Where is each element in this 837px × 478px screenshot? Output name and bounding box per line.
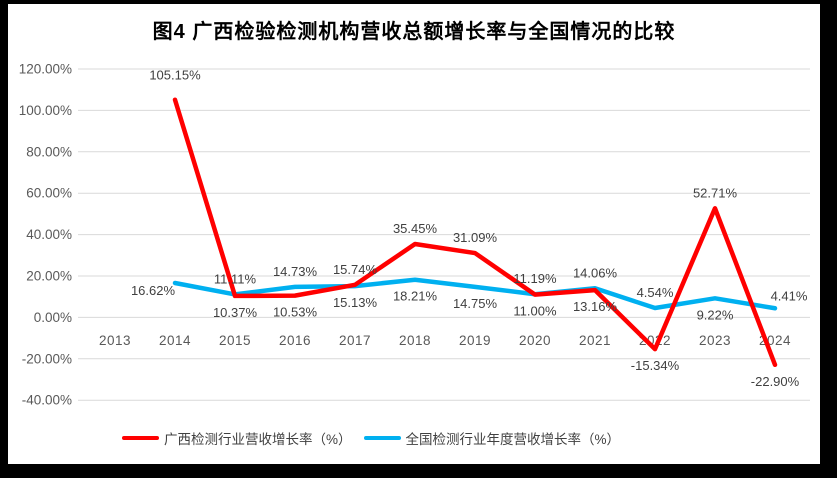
legend: 广西检测行业营收增长率（%） 全国检测行业年度营收增长率（%） xyxy=(122,428,620,448)
data-label: -22.90% xyxy=(751,374,800,389)
data-label: 13.16% xyxy=(573,299,618,314)
legend-label-national: 全国检测行业年度营收增长率（%） xyxy=(405,432,621,447)
legend-swatch-national xyxy=(363,435,401,441)
x-axis-tick-label: 2013 xyxy=(99,333,131,348)
series-line xyxy=(172,97,778,368)
y-axis-tick-label: -20.00% xyxy=(22,351,72,366)
data-label: 15.13% xyxy=(333,295,378,310)
data-label: 9.22% xyxy=(697,307,734,322)
data-label: 11.00% xyxy=(513,304,557,319)
data-label: 11.19% xyxy=(513,271,557,286)
x-axis-tick-label: 2023 xyxy=(699,333,731,348)
y-axis-tick-label: -40.00% xyxy=(22,393,72,408)
data-label: 31.09% xyxy=(453,230,498,245)
x-axis-tick-label: 2017 xyxy=(339,333,371,348)
data-label: 15.74% xyxy=(333,262,378,277)
y-axis-tick-label: 80.00% xyxy=(26,144,72,159)
data-label: 14.73% xyxy=(273,264,318,279)
data-label: -15.34% xyxy=(631,358,680,373)
data-label: 16.62% xyxy=(131,283,176,298)
chart-title: 图4 广西检验检测机构营收总额增长率与全国情况的比较 xyxy=(152,21,676,43)
x-axis-tick-label: 2018 xyxy=(399,333,431,348)
y-axis-tick-label: 100.00% xyxy=(19,103,72,118)
y-axis-tick-label: 40.00% xyxy=(26,227,72,242)
legend-label-guangxi: 广西检测行业营收增长率（%） xyxy=(164,432,352,447)
x-axis-tick-label: 2015 xyxy=(219,333,251,348)
data-label: 4.41% xyxy=(771,288,808,303)
data-label: 11.11% xyxy=(214,271,257,286)
data-label: 4.54% xyxy=(637,285,674,300)
y-axis-tick-label: 120.00% xyxy=(19,62,72,77)
legend-item-guangxi: 广西检测行业营收增长率（%） xyxy=(122,428,352,448)
y-axis-tick-label: 20.00% xyxy=(26,269,72,284)
data-label: 14.75% xyxy=(453,296,498,311)
data-label: 52.71% xyxy=(693,185,738,200)
data-label: 105.15% xyxy=(149,68,201,83)
x-axis-tick-label: 2016 xyxy=(279,333,311,348)
data-label: 18.21% xyxy=(393,289,438,304)
x-axis-tick-label: 2021 xyxy=(579,333,611,348)
data-label: 10.37% xyxy=(213,305,258,320)
y-axis-tick-label: 0.00% xyxy=(34,310,72,325)
y-axis-tick-label: 60.00% xyxy=(26,186,72,201)
x-axis-tick-label: 2019 xyxy=(459,333,491,348)
chart-area: 图4 广西检验检测机构营收总额增长率与全国情况的比较 广西检测行业营收增长率（%… xyxy=(8,4,820,464)
legend-item-national: 全国检测行业年度营收增长率（%） xyxy=(363,428,621,448)
legend-swatch-guangxi xyxy=(122,435,159,441)
data-label: 35.45% xyxy=(393,221,438,236)
data-label: 10.53% xyxy=(273,305,318,320)
data-label: 14.06% xyxy=(573,265,618,280)
x-axis-tick-label: 2014 xyxy=(159,333,191,348)
x-axis-tick-label: 2020 xyxy=(519,333,551,348)
